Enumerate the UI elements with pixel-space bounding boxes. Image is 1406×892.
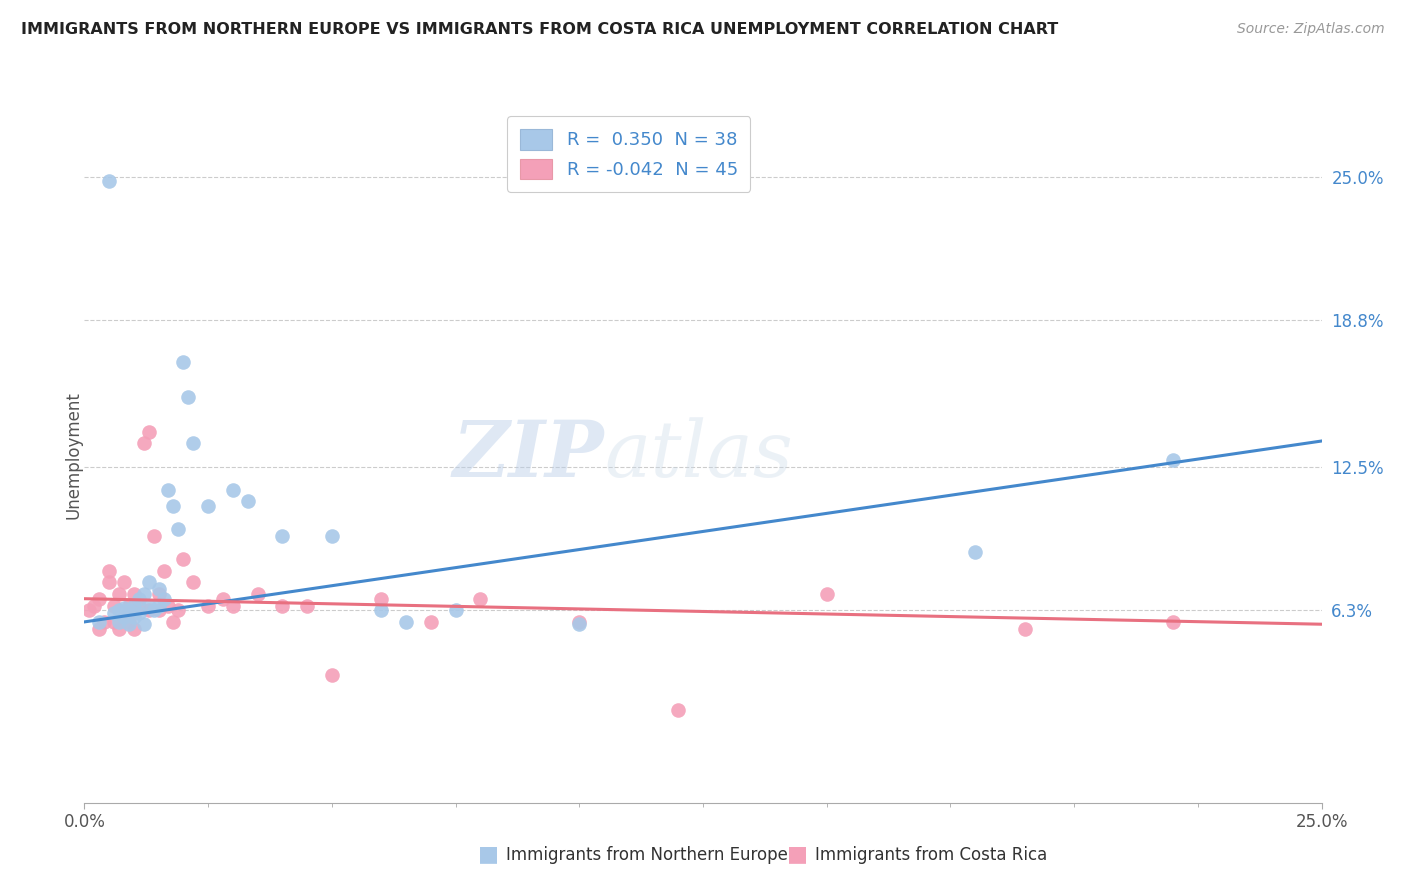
Point (122, 622, 145, 636)
Point (152, 591, 174, 606)
Text: ■: ■ (478, 845, 499, 864)
Point (444, 603, 467, 617)
Point (162, 615, 184, 629)
Point (108, 615, 131, 629)
Point (1161, 452, 1184, 467)
Point (370, 603, 392, 617)
Point (128, 606, 150, 620)
Text: atlas: atlas (605, 417, 793, 493)
Point (98, 564, 121, 578)
Point (1014, 622, 1036, 636)
Point (93, 615, 115, 629)
Point (370, 591, 392, 606)
Point (142, 529, 165, 543)
Point (89, 615, 111, 629)
Point (103, 606, 125, 620)
Point (395, 615, 418, 629)
Point (1161, 615, 1184, 629)
Point (132, 617, 155, 632)
Point (568, 615, 591, 629)
Point (172, 355, 194, 369)
Point (197, 499, 219, 513)
Point (152, 564, 174, 578)
Point (112, 610, 135, 624)
Point (118, 617, 141, 632)
Point (138, 425, 160, 439)
Point (112, 601, 135, 615)
Point (128, 591, 150, 606)
Point (295, 599, 318, 613)
Point (142, 603, 165, 617)
Point (138, 603, 160, 617)
Point (98, 174, 121, 188)
Point (236, 494, 259, 508)
Point (108, 603, 131, 617)
Point (222, 599, 245, 613)
Point (103, 599, 125, 613)
Point (162, 499, 184, 513)
Point (108, 587, 131, 601)
Point (148, 587, 170, 601)
Point (148, 582, 170, 597)
Point (118, 599, 141, 613)
Point (148, 599, 170, 613)
Point (112, 610, 135, 624)
Point (112, 575, 135, 590)
Text: IMMIGRANTS FROM NORTHERN EUROPE VS IMMIGRANTS FROM COSTA RICA UNEMPLOYMENT CORRE: IMMIGRANTS FROM NORTHERN EUROPE VS IMMIG… (21, 22, 1059, 37)
Point (271, 529, 294, 543)
Point (172, 552, 194, 566)
Point (79, 603, 101, 617)
Point (83, 599, 105, 613)
Point (321, 668, 343, 682)
Point (321, 529, 343, 543)
Point (181, 436, 204, 450)
Point (470, 591, 492, 606)
Text: Immigrants from Costa Rica: Immigrants from Costa Rica (815, 846, 1047, 863)
Point (89, 591, 111, 606)
Point (167, 603, 190, 617)
Point (138, 599, 160, 613)
Point (222, 483, 245, 497)
Point (118, 615, 141, 629)
Y-axis label: Unemployment: Unemployment (65, 391, 82, 519)
Point (157, 599, 180, 613)
Point (108, 622, 131, 636)
Point (212, 591, 235, 606)
Point (271, 599, 294, 613)
Point (419, 615, 441, 629)
Point (197, 599, 219, 613)
Point (568, 617, 591, 632)
Point (118, 603, 141, 617)
Point (122, 610, 145, 624)
Point (138, 575, 160, 590)
Text: ZIP: ZIP (453, 417, 605, 493)
Text: Source: ZipAtlas.com: Source: ZipAtlas.com (1237, 22, 1385, 37)
Text: Immigrants from Northern Europe: Immigrants from Northern Europe (506, 846, 787, 863)
Point (122, 599, 145, 613)
Point (122, 587, 145, 601)
Point (132, 436, 155, 450)
Text: ■: ■ (787, 845, 808, 864)
Point (132, 587, 155, 601)
Legend: R =  0.350  N = 38, R = -0.042  N = 45: R = 0.350 N = 38, R = -0.042 N = 45 (508, 116, 751, 192)
Point (177, 390, 200, 404)
Point (815, 587, 838, 601)
Point (666, 703, 689, 717)
Point (89, 622, 111, 636)
Point (181, 575, 204, 590)
Point (157, 483, 180, 497)
Point (246, 587, 269, 601)
Point (965, 545, 987, 559)
Point (98, 575, 121, 590)
Point (148, 603, 170, 617)
Point (103, 615, 125, 629)
Point (167, 522, 190, 536)
Point (128, 599, 150, 613)
